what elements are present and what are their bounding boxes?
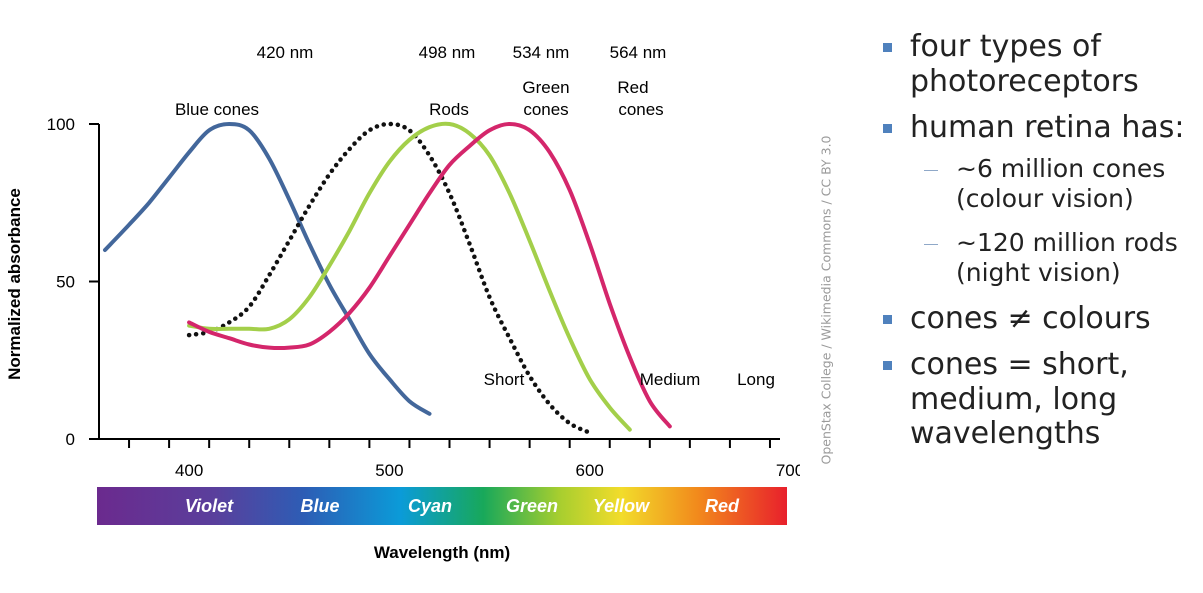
x-tick-label: 600 bbox=[576, 461, 604, 480]
series-label-rods: Rods bbox=[429, 100, 469, 119]
bullet-text: cones ≠ colours bbox=[910, 300, 1151, 336]
x-tick-label: 400 bbox=[175, 461, 203, 480]
axes: 0 50 100 400 500 600 700 Wavelength (nm) Normali… bbox=[5, 115, 800, 562]
x-tick-label: 700 bbox=[776, 461, 800, 480]
spectrum-label-cyan: Cyan bbox=[408, 496, 452, 516]
curve-rods bbox=[186, 121, 592, 435]
series-label-red-cones-line1: Red bbox=[617, 78, 648, 97]
sub-bullet-list: ~6 million cones (colour vision) ~120 mi… bbox=[910, 154, 1203, 288]
bullet-item: human retina has: ~6 million cones (colo… bbox=[880, 110, 1203, 288]
spectrum-label-red: Red bbox=[705, 496, 740, 516]
bullet-item: cones ≠ colours bbox=[880, 300, 1203, 337]
wavelength-label-short: Short bbox=[484, 370, 525, 389]
credit-text: OpenStax College / Wikimedia Commons / C… bbox=[818, 135, 834, 465]
spectrum-label-yellow: Yellow bbox=[593, 496, 650, 516]
y-tick-label: 50 bbox=[56, 273, 75, 292]
wavelength-label-long: Long bbox=[737, 370, 775, 389]
sub-bullet-text: ~120 million rods (night vision) bbox=[956, 227, 1178, 287]
sub-bullet-text: ~6 million cones (colour vision) bbox=[956, 153, 1166, 213]
series-label-green-cones-line2: cones bbox=[523, 100, 568, 119]
x-tick-label: 500 bbox=[375, 461, 403, 480]
sub-bullet-item: ~120 million rods (night vision) bbox=[910, 228, 1203, 288]
spectrum-labels: Violet Blue Cyan Green Yellow Red bbox=[185, 496, 740, 516]
curves bbox=[103, 121, 672, 435]
dash-icon bbox=[924, 169, 938, 171]
peak-label-red: 564 nm bbox=[610, 43, 667, 62]
series-label-green-cones-line1: Green bbox=[522, 78, 569, 97]
peak-label-rods: 498 nm bbox=[419, 43, 476, 62]
bullet-text: four types of photoreceptors bbox=[910, 29, 1139, 99]
series-label-red-cones-line2: cones bbox=[618, 100, 663, 119]
dash-icon bbox=[924, 243, 938, 245]
y-axis-title: Normalized absorbance bbox=[5, 188, 24, 380]
bullet-item: cones = short, medium, long wavelengths bbox=[880, 347, 1203, 452]
spectrum-label-blue: Blue bbox=[300, 496, 339, 516]
bullet-square-icon bbox=[883, 124, 892, 133]
bullet-text: cones = short, medium, long wavelengths bbox=[910, 347, 1129, 451]
y-tick-label: 0 bbox=[66, 430, 75, 449]
bullet-square-icon bbox=[883, 314, 892, 324]
peak-label-blue: 420 nm bbox=[257, 43, 314, 62]
series-label-blue-cones: Blue cones bbox=[175, 100, 259, 119]
curve-labels: 420 nm 498 nm 534 nm 564 nm Blue cones Rods Gr… bbox=[175, 43, 775, 389]
bullet-item: four types of photoreceptors bbox=[880, 29, 1203, 99]
spectrum-label-violet: Violet bbox=[185, 496, 234, 516]
spectrum-bar bbox=[97, 487, 787, 525]
spectrum-label-green: Green bbox=[506, 496, 558, 516]
wavelength-label-medium: Medium bbox=[640, 370, 700, 389]
bullet-text: human retina has: bbox=[910, 110, 1185, 145]
x-axis-title: Wavelength (nm) bbox=[374, 543, 510, 562]
peak-label-green: 534 nm bbox=[513, 43, 570, 62]
curve-red-cones bbox=[187, 121, 672, 429]
y-tick-label: 100 bbox=[47, 115, 75, 134]
curve-blue-cones bbox=[103, 121, 432, 416]
sub-bullet-item: ~6 million cones (colour vision) bbox=[910, 154, 1203, 214]
bullet-square-icon bbox=[883, 361, 892, 370]
bullet-list: four types of photoreceptors human retin… bbox=[880, 29, 1203, 464]
absorbance-chart: Violet Blue Cyan Green Yellow Red 0 50 100 400 50… bbox=[5, 43, 800, 562]
curve-green-cones bbox=[187, 121, 632, 432]
bullet-square-icon bbox=[883, 43, 892, 52]
